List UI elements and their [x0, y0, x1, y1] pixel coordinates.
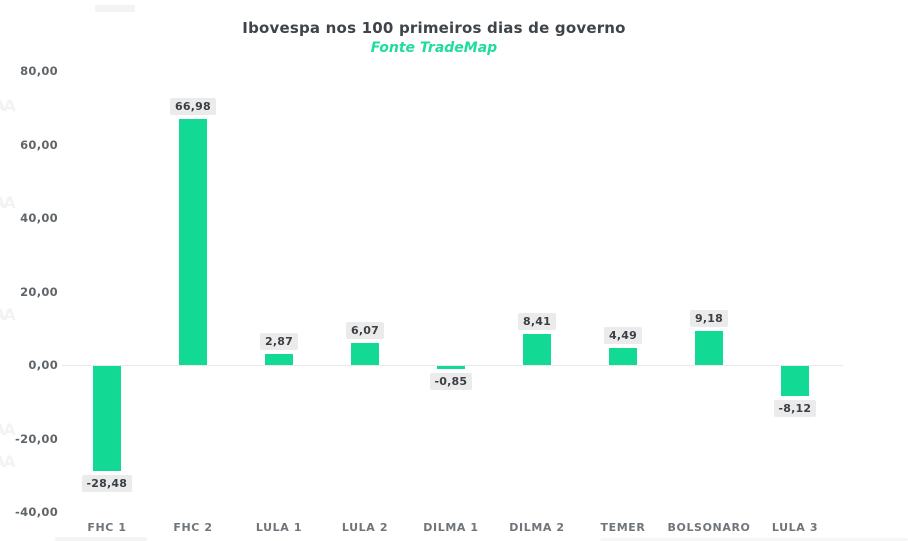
- y-axis-tick-label: 20,00: [20, 284, 58, 299]
- bar-value-label: 9,18: [690, 310, 728, 328]
- bar-value-label: 2,87: [260, 333, 298, 351]
- y-axis-tick-label: 40,00: [20, 211, 58, 225]
- bar-value-label: -28,48: [81, 474, 133, 492]
- x-axis-label-lula-2: LULA 2: [341, 521, 389, 534]
- watermark-left-4: AA: [0, 420, 16, 439]
- y-axis-tick-label: 60,00: [20, 137, 58, 152]
- y-axis-tick-label: -40,00: [15, 505, 58, 519]
- watermark-left-2: AA: [0, 193, 16, 212]
- bar-value-label: 8,41: [518, 313, 556, 331]
- bar-bolsonaro: [695, 331, 723, 365]
- watermark-left-3: AA: [0, 305, 16, 324]
- x-axis-label-dilma-2: DILMA 2: [509, 521, 565, 534]
- x-axis-label-bolsonaro: BOLSONARO: [667, 521, 751, 534]
- chart-subtitle: Fonte TradeMap: [370, 40, 498, 56]
- zero-axis-line: [62, 365, 843, 366]
- bar-value-label: 4,49: [604, 327, 642, 345]
- watermark-smudge-bottom-right: [600, 538, 908, 541]
- x-axis-label-fhc-2: FHC 2: [173, 521, 213, 534]
- bar-value-label: -0,85: [429, 373, 473, 391]
- bar-fhc-1: [93, 366, 121, 471]
- chart-title: Ibovespa nos 100 primeiros dias de gover…: [242, 19, 626, 37]
- x-axis-label-lula-3: LULA 3: [771, 521, 819, 534]
- bar-value-label: 6,07: [346, 321, 384, 339]
- bar-value-label: 66,98: [170, 97, 216, 115]
- x-axis-label-dilma-1: DILMA 1: [423, 521, 479, 534]
- x-axis-label-lula-1: LULA 1: [255, 521, 303, 534]
- y-axis-tick-label: 0,00: [28, 358, 58, 372]
- x-axis-label-fhc-1: FHC 1: [87, 521, 127, 534]
- x-axis-label-temer: TEMER: [600, 521, 646, 534]
- bar-lula-1: [265, 354, 293, 365]
- bar-dilma-2: [523, 334, 551, 365]
- bar-value-label: -8,12: [773, 399, 817, 417]
- watermark-smudge-bottom-left: [55, 537, 147, 541]
- y-axis-tick-label: 80,00: [20, 64, 58, 78]
- y-axis-tick-label: -20,00: [15, 431, 58, 446]
- bar-temer: [609, 348, 637, 365]
- bar-lula-2: [351, 342, 379, 365]
- watermark-smudge-top: [95, 5, 135, 12]
- bar-dilma-1: [437, 366, 465, 370]
- watermark-left-5: AA: [0, 452, 16, 471]
- watermark-left-1: AA: [0, 96, 16, 115]
- bar-lula-3: [781, 366, 809, 396]
- bar-fhc-2: [179, 118, 207, 365]
